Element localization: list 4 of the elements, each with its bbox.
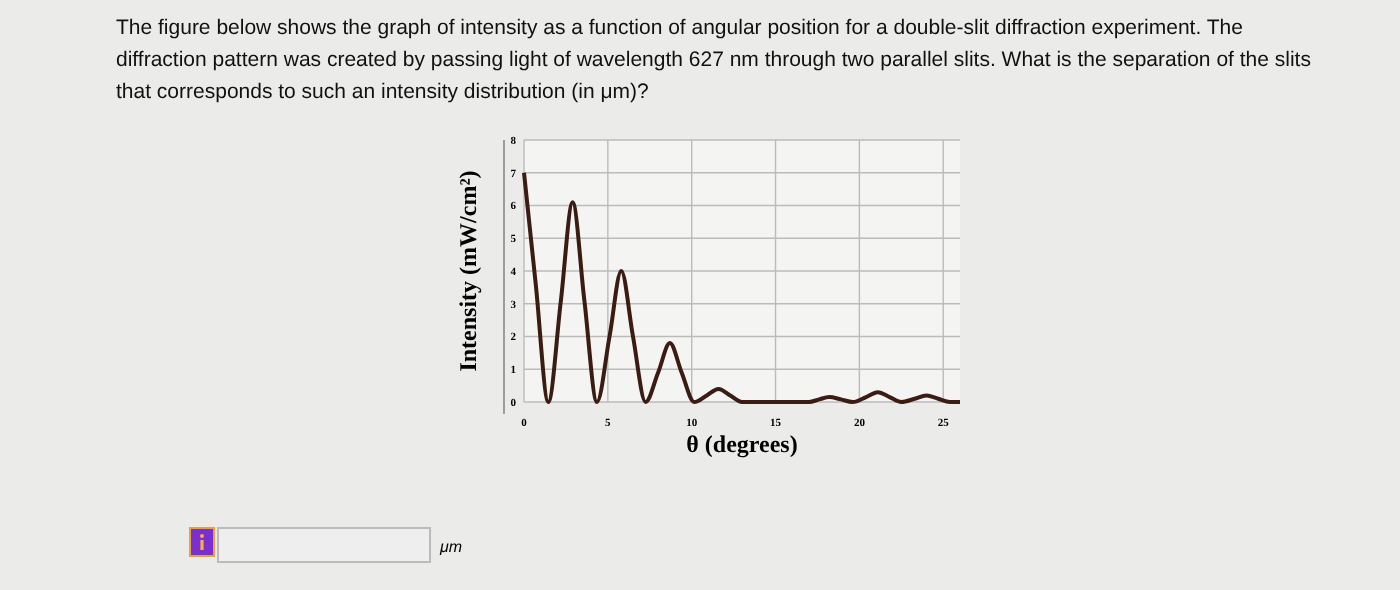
x-axis-title: θ (degrees) — [686, 430, 798, 458]
text: μm — [438, 538, 463, 556]
chart-title: The figure below shows the graph of intensity as a function of angular position for a double-slit diffraction experiment. The diffraction pattern was created by passing light of wavelength 627 nm through two parallel slits. What is the separation of the slits that corresponds to such an intensity distribution (in μm)? — [116, 14, 1313, 108]
y-axis-title: Intensity (mW/cm²) — [454, 170, 482, 372]
